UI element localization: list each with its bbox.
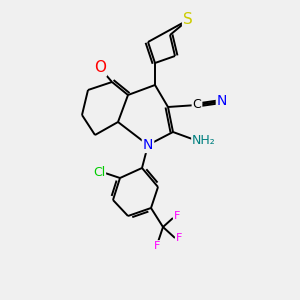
Text: F: F	[174, 211, 180, 221]
Text: Cl: Cl	[93, 166, 105, 178]
Text: N: N	[217, 94, 227, 108]
Text: O: O	[94, 61, 106, 76]
Text: N: N	[143, 138, 153, 152]
Text: S: S	[183, 13, 193, 28]
Text: F: F	[176, 233, 182, 243]
Text: NH₂: NH₂	[192, 134, 216, 146]
Text: F: F	[154, 241, 160, 251]
Text: C: C	[193, 98, 201, 112]
